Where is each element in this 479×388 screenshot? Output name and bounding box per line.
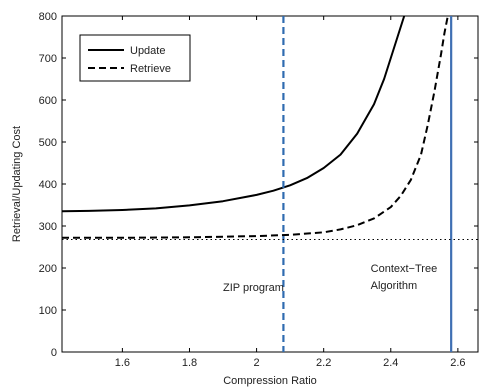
y-tick-label: 700 [39,53,57,65]
y-tick-label: 0 [51,347,57,359]
y-tick-label: 800 [39,11,57,23]
legend-box [79,34,191,82]
x-tick-label: 1.8 [182,357,197,369]
y-axis-title: Retrieval/Updating Cost [11,126,23,242]
x-axis-title: Compression Ratio [223,375,317,387]
legend: Update Retrieve [79,34,191,82]
y-tick-label: 200 [39,263,57,275]
y-tick-label: 300 [39,221,57,233]
annotation-text: Algorithm [371,280,417,292]
x-tick-label: 2.6 [450,357,465,369]
legend-label-retrieve: Retrieve [130,63,171,75]
axis-ticks: 1.6 1.8 2 2.2 2.4 2.6 0 100 200 300 400 500 600 700 80… [39,11,478,369]
series-group [61,15,449,239]
reference-lines [62,16,478,352]
series-line-retrieve [62,15,449,239]
annotation-text: Context−Tree [371,263,438,275]
series-line-update [61,15,406,213]
annotations: ZIP program Context−Tree Algorithm [223,263,437,294]
x-tick-label: 2.2 [316,357,331,369]
y-tick-label: 400 [39,179,57,191]
x-tick-label: 1.6 [115,357,130,369]
x-tick-label: 2 [254,357,260,369]
legend-label-update: Update [130,45,165,57]
y-tick-label: 600 [39,95,57,107]
y-tick-label: 500 [39,137,57,149]
x-tick-label: 2.4 [383,357,398,369]
y-tick-label: 100 [39,305,57,317]
annotation-text: ZIP program [223,282,284,294]
